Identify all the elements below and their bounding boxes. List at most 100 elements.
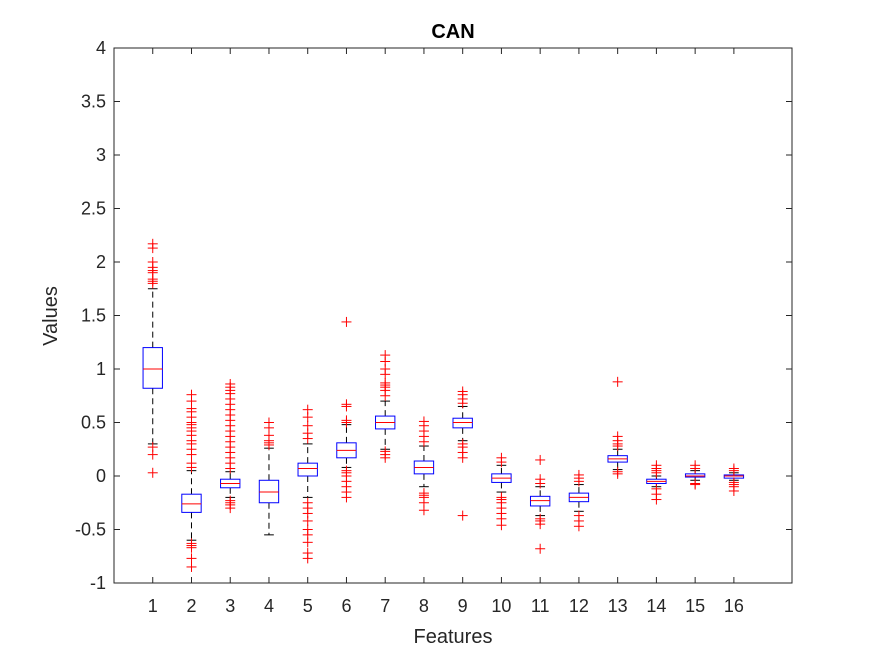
outlier-marker — [341, 415, 352, 426]
outlier-marker — [535, 513, 546, 524]
outlier-marker — [418, 416, 429, 427]
outlier-marker — [147, 238, 158, 249]
outlier-marker — [690, 478, 701, 489]
y-tick-label: 1.5 — [81, 306, 106, 326]
x-tick-label: 12 — [569, 596, 589, 616]
x-tick-label: 4 — [264, 596, 274, 616]
x-ticks: 1 2 3 4 5 6 7 8 9 10 11 12 13 14 15 16 — [148, 48, 744, 616]
boxes-layer — [142, 238, 745, 572]
outlier-marker — [457, 386, 468, 397]
y-tick-label: 0 — [96, 466, 106, 486]
outlier-marker — [573, 469, 584, 480]
box-13 — [607, 376, 628, 479]
y-tick-label: -1 — [90, 573, 106, 593]
x-tick-label: 15 — [685, 596, 705, 616]
outlier-marker — [341, 399, 352, 410]
outlier-marker — [225, 378, 236, 389]
box-15 — [684, 460, 706, 490]
outlier-marker — [147, 467, 158, 478]
x-tick-label: 7 — [380, 596, 390, 616]
x-axis-label: Features — [414, 626, 493, 648]
box-5 — [297, 404, 318, 564]
box-1 — [142, 238, 163, 478]
outlier-marker — [612, 466, 623, 477]
iqr-box — [684, 473, 706, 478]
outlier-marker — [302, 420, 313, 431]
outlier-marker — [302, 404, 313, 415]
outlier-marker — [341, 465, 352, 476]
outlier-marker — [186, 553, 197, 564]
x-tick-label: 5 — [303, 596, 313, 616]
box-2 — [181, 389, 202, 572]
outlier-marker — [496, 492, 507, 503]
outlier-marker — [612, 376, 623, 387]
outlier-marker — [147, 257, 158, 267]
box-7 — [375, 350, 396, 463]
y-tick-label: 1 — [96, 359, 106, 379]
outlier-marker — [457, 510, 468, 521]
y-tick-label: -0.5 — [75, 520, 106, 540]
iqr-box — [258, 479, 280, 504]
outlier-marker — [535, 543, 546, 554]
outlier-marker — [302, 524, 313, 535]
outlier-marker — [302, 548, 313, 559]
x-tick-label: 11 — [531, 596, 550, 616]
box-10 — [491, 452, 512, 531]
outlier-marker — [457, 438, 468, 449]
outlier-marker — [302, 497, 313, 508]
outlier-marker — [418, 488, 429, 499]
x-tick-label: 8 — [419, 596, 429, 616]
outlier-marker — [380, 377, 391, 388]
x-tick-label: 14 — [646, 596, 666, 616]
x-tick-label: 13 — [608, 596, 628, 616]
x-tick-label: 10 — [491, 596, 511, 616]
iqr-box — [142, 347, 163, 389]
outlier-marker — [186, 538, 197, 549]
x-tick-label: 3 — [225, 596, 235, 616]
y-tick-label: 2.5 — [81, 199, 106, 219]
box-16 — [723, 463, 745, 496]
iqr-box — [529, 495, 551, 507]
outlier-marker — [496, 452, 507, 463]
x-tick-label: 16 — [724, 596, 744, 616]
box-3 — [220, 378, 241, 514]
box-6 — [336, 316, 357, 503]
y-tick-label: 0.5 — [81, 413, 106, 433]
y-tick-label: 2 — [96, 252, 106, 272]
y-axis-label: Values — [40, 286, 62, 346]
x-tick-label: 1 — [148, 596, 158, 616]
outlier-marker — [651, 483, 662, 494]
box-8 — [413, 416, 435, 516]
y-tick-label: 3 — [96, 145, 106, 165]
y-tick-label: 3.5 — [81, 92, 106, 112]
outlier-marker — [186, 389, 197, 400]
box-12 — [568, 469, 590, 532]
iqr-box — [452, 417, 473, 429]
outlier-marker — [380, 446, 391, 457]
outlier-marker — [612, 431, 623, 442]
outlier-marker — [186, 458, 197, 469]
outlier-marker — [573, 510, 584, 521]
outlier-marker — [263, 417, 274, 428]
outlier-marker — [380, 350, 391, 361]
box-11 — [529, 454, 551, 554]
outlier-marker — [728, 477, 739, 488]
box-14 — [646, 460, 667, 505]
iqr-box — [297, 462, 318, 477]
x-tick-label: 9 — [458, 596, 468, 616]
outlier-marker — [147, 442, 158, 453]
outlier-marker — [690, 460, 701, 471]
outlier-marker — [225, 495, 236, 506]
box-4 — [258, 417, 280, 536]
outlier-marker — [535, 454, 546, 465]
outlier-marker — [186, 561, 197, 572]
outlier-marker — [341, 316, 352, 327]
y-tick-label: 4 — [96, 38, 106, 58]
box-9 — [452, 386, 473, 521]
x-tick-label: 6 — [341, 596, 351, 616]
outlier-marker — [535, 474, 546, 485]
iqr-box — [181, 493, 202, 513]
chart-title: CAN — [431, 21, 474, 43]
x-tick-label: 2 — [186, 596, 196, 616]
